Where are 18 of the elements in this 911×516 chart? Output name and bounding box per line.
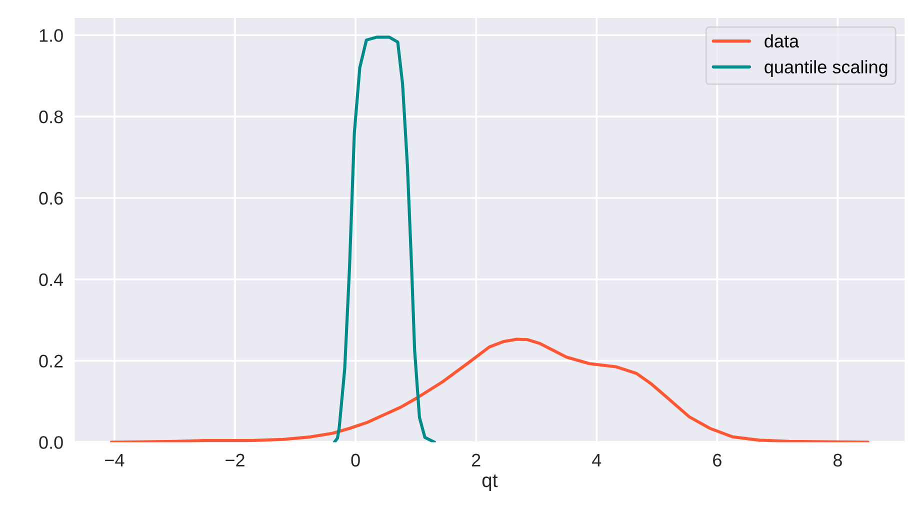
x-tick-label: −4 [105, 454, 124, 466]
x-tick-label: −2 [226, 454, 244, 466]
x-tick-label: 0 [351, 454, 360, 467]
line-series [110, 338, 870, 442]
y-tick-label: 0.6 [39, 192, 63, 205]
x-tick-label: 6 [713, 454, 722, 467]
y-tick-label: 1.0 [40, 29, 63, 42]
y-tick-label: 0.2 [39, 354, 63, 368]
y-tick-label: 0.8 [39, 110, 63, 124]
legend-label: quantile scaling [764, 60, 888, 77]
y-tick-label: 0.0 [39, 436, 63, 449]
x-tick-label: 2 [472, 454, 480, 466]
x-tick-label: 4 [592, 454, 602, 466]
x-axis-title: qt [482, 474, 498, 492]
legend-label: data [764, 34, 800, 48]
line-series [332, 36, 436, 442]
y-tick-label: 0.4 [39, 273, 64, 286]
x-tick-label: 8 [833, 454, 842, 467]
